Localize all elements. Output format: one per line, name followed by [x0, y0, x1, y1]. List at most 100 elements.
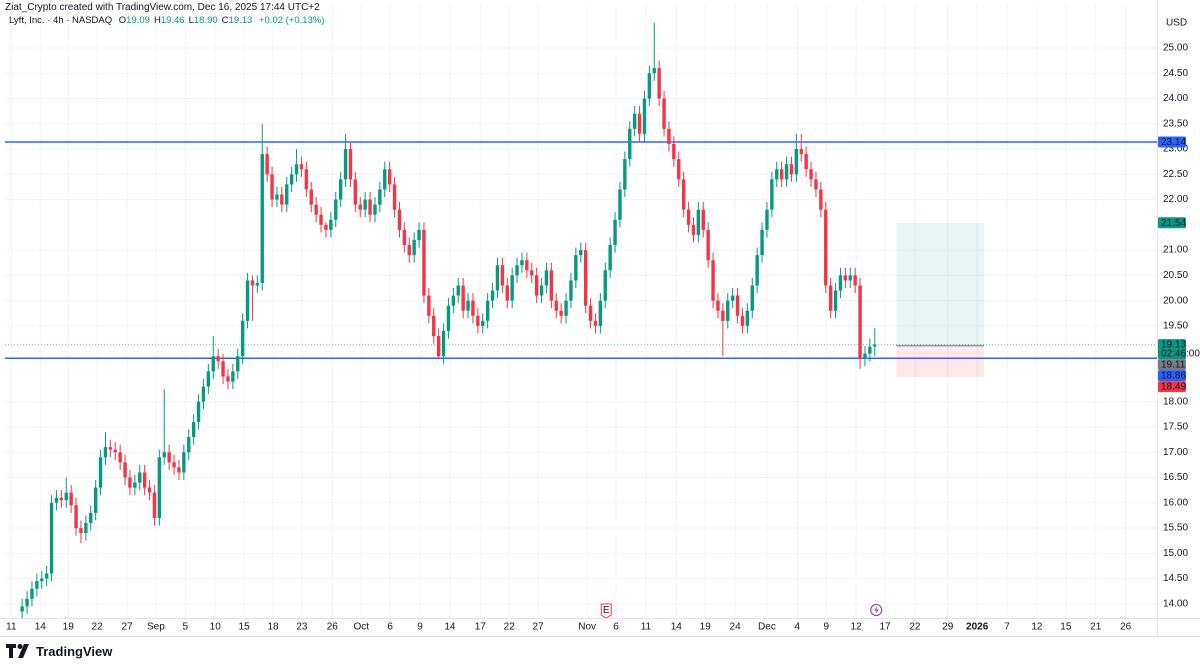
candle-body: [677, 159, 681, 180]
ohlc-key: L: [188, 15, 194, 26]
event-label: E: [603, 605, 610, 616]
candle-body: [750, 285, 754, 311]
candle-body: [441, 330, 446, 357]
candle-body: [632, 113, 637, 129]
x-tick-label: 23: [296, 622, 308, 633]
candle-body: [108, 447, 113, 450]
candle-body: [471, 300, 475, 316]
candle-body: [206, 371, 211, 387]
candle-body: [564, 300, 568, 316]
price-badge: [1158, 359, 1186, 371]
candle-body: [392, 184, 397, 210]
x-tick-label: 9: [417, 622, 423, 633]
y-tick-label: 15.50: [1163, 523, 1188, 534]
candle-body: [539, 285, 544, 296]
candle-body: [25, 598, 29, 607]
candle-body: [128, 477, 132, 488]
candle-body: [755, 255, 759, 286]
candle-body: [672, 143, 676, 160]
candle-body: [613, 219, 617, 246]
y-tick-label: 23.00: [1163, 144, 1188, 155]
ohlc-value: 19.13: [228, 15, 253, 26]
candle-body: [84, 522, 88, 534]
candle-body: [260, 154, 264, 283]
candle-body: [863, 353, 867, 359]
brand-logo: [6, 644, 29, 658]
candle-body: [79, 528, 83, 534]
candle-body: [583, 250, 588, 306]
candle-body: [657, 68, 661, 99]
price-badge: [1158, 381, 1186, 393]
candle-body: [853, 275, 857, 286]
brand: TradingView: [6, 641, 112, 661]
candle-body: [123, 462, 127, 478]
y-tick-label: 17.00: [1163, 447, 1188, 458]
candle-body: [432, 315, 436, 337]
price-badge: [1158, 217, 1186, 229]
brand-name: TradingView: [36, 643, 113, 659]
y-tick-label: 20.00: [1163, 295, 1188, 306]
x-tick-label: Sep: [147, 622, 165, 633]
x-tick-label: 9: [823, 622, 829, 633]
candle-body: [162, 452, 166, 458]
x-tick-label: 12: [1031, 622, 1043, 633]
ohlc-key: H: [153, 15, 161, 26]
symbol: Lyft, Inc. · 4h · NASDAQ: [9, 15, 113, 26]
candle-body: [187, 437, 191, 453]
candle-body: [534, 275, 539, 296]
candle-body: [275, 194, 279, 200]
candle-body: [686, 209, 691, 225]
y-tick-label: 21.00: [1163, 245, 1188, 256]
x-tick-label: 22: [504, 622, 516, 633]
candle-body: [69, 492, 73, 506]
candle-body: [378, 189, 382, 205]
candle-body: [103, 447, 108, 458]
price-badge: [1158, 136, 1186, 148]
candle-body: [726, 300, 730, 321]
price-badge: [1158, 370, 1186, 382]
ohlc: O19.09 H19.46 L18.90 C19.13: [115, 15, 253, 26]
candle-body: [64, 492, 68, 501]
candle-body: [294, 164, 299, 175]
candle-body: [289, 174, 294, 185]
price-badge-label: 21.54: [1161, 218, 1186, 229]
candle-body: [667, 128, 671, 144]
y-tick-label: 22.00: [1163, 194, 1188, 205]
candle-body: [525, 260, 529, 271]
countdown-label: 02:46:00: [1161, 349, 1200, 360]
candle-body: [843, 275, 848, 281]
candle-body: [485, 300, 490, 321]
candle-body: [838, 275, 843, 291]
candle-body: [147, 487, 152, 493]
candle-body: [98, 457, 103, 488]
x-tick-label: 6: [387, 622, 393, 633]
candle-body: [569, 280, 573, 301]
candle-body: [172, 462, 176, 468]
candle-body: [383, 169, 387, 190]
candle-body: [285, 184, 289, 205]
candle-body: [873, 344, 877, 347]
candle-body: [319, 214, 323, 225]
candle-body: [387, 169, 392, 185]
price-badge-label: 18.86: [1161, 371, 1186, 382]
x-tick-label: 17: [879, 622, 891, 633]
candle-body: [858, 285, 862, 359]
candle-body: [314, 204, 318, 215]
candle-body: [824, 209, 828, 286]
candle-body: [358, 204, 362, 210]
candle-body: [520, 260, 524, 266]
candle-body: [559, 310, 563, 316]
x-tick-label: 19: [700, 622, 712, 633]
x-tick-label: 22: [92, 622, 104, 633]
candle-body: [775, 169, 779, 180]
x-tick-label: 18: [267, 622, 279, 633]
candle-body: [696, 209, 701, 235]
legend: Lyft, Inc. · 4h · NASDAQ O19.09 H19.46 L18…: [9, 15, 324, 26]
event-glyph: [874, 606, 879, 614]
candle-body: [270, 174, 274, 200]
x-tick-label: 22: [909, 622, 921, 633]
plot: 11 14 19 22 27 Sep 5 10 15 18 23 26 Oct 6 9 14 17 22 27 Nov…: [5, 22, 1157, 633]
candle-body: [652, 68, 656, 74]
ohlc-key: C: [221, 15, 229, 26]
candle-body: [446, 305, 451, 331]
